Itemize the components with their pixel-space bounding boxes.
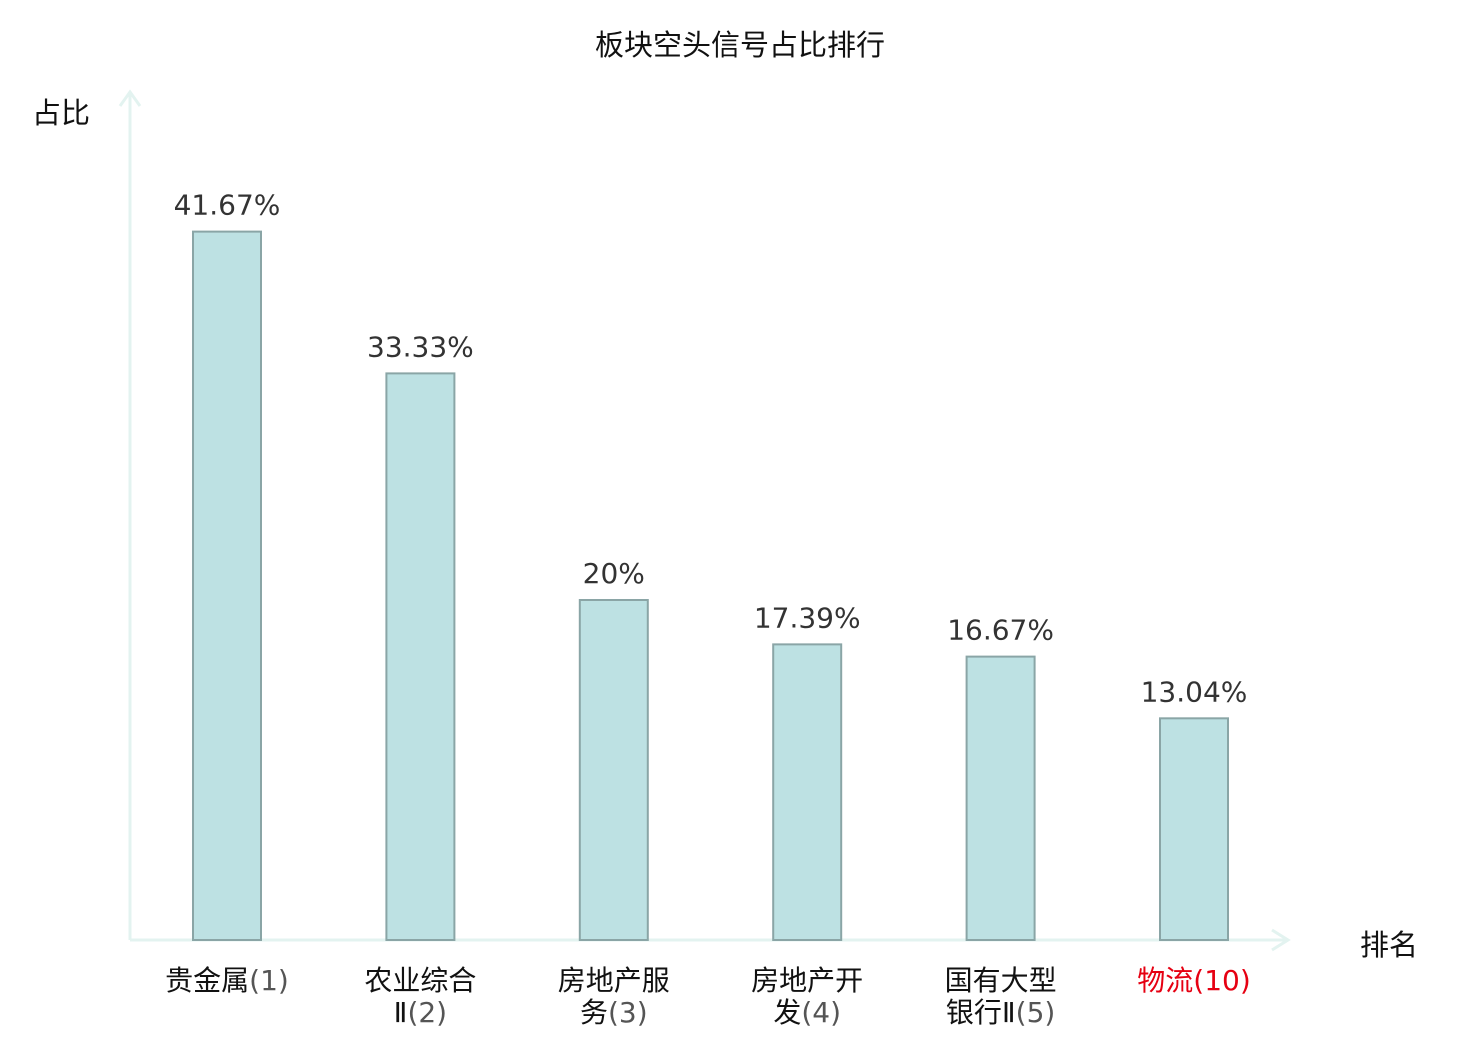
chart-title: 板块空头信号占比排行 — [594, 28, 885, 62]
value-label-6: 13.04% — [1141, 675, 1248, 708]
category-label-6: 物流(10) — [1137, 964, 1251, 997]
axes — [118, 89, 1291, 952]
bar-6 — [1159, 717, 1229, 941]
bar-3 — [578, 599, 649, 941]
value-label-1: 41.67% — [174, 189, 281, 222]
value-label-3: 20% — [583, 557, 645, 590]
y-axis-label: 占比 — [32, 96, 91, 130]
y-axis-arrow — [118, 89, 142, 107]
category-label-1: 贵金属(1) — [165, 964, 289, 997]
category-label-2: 农业综合 Ⅱ(2) — [364, 964, 477, 1029]
category-label-4: 房地产开 发(4) — [751, 964, 864, 1029]
x-axis-label: 排名 — [1360, 928, 1419, 962]
bar-1 — [192, 230, 262, 942]
value-label-2: 33.33% — [367, 330, 474, 363]
bar-2 — [385, 372, 456, 941]
category-label-3: 房地产服 务(3) — [557, 964, 670, 1029]
category-label-5: 国有大型 银行Ⅱ(5) — [944, 964, 1057, 1029]
bar-5 — [965, 655, 1036, 941]
value-label-5: 16.67% — [947, 614, 1054, 647]
value-label-4: 17.39% — [754, 601, 861, 634]
value-labels: 41.67% 33.33% 20% 17.39% 16.67% 13.04% — [174, 189, 1248, 709]
x-axis-arrow — [1271, 928, 1291, 952]
bar-4 — [772, 643, 843, 941]
bars — [192, 230, 1229, 942]
